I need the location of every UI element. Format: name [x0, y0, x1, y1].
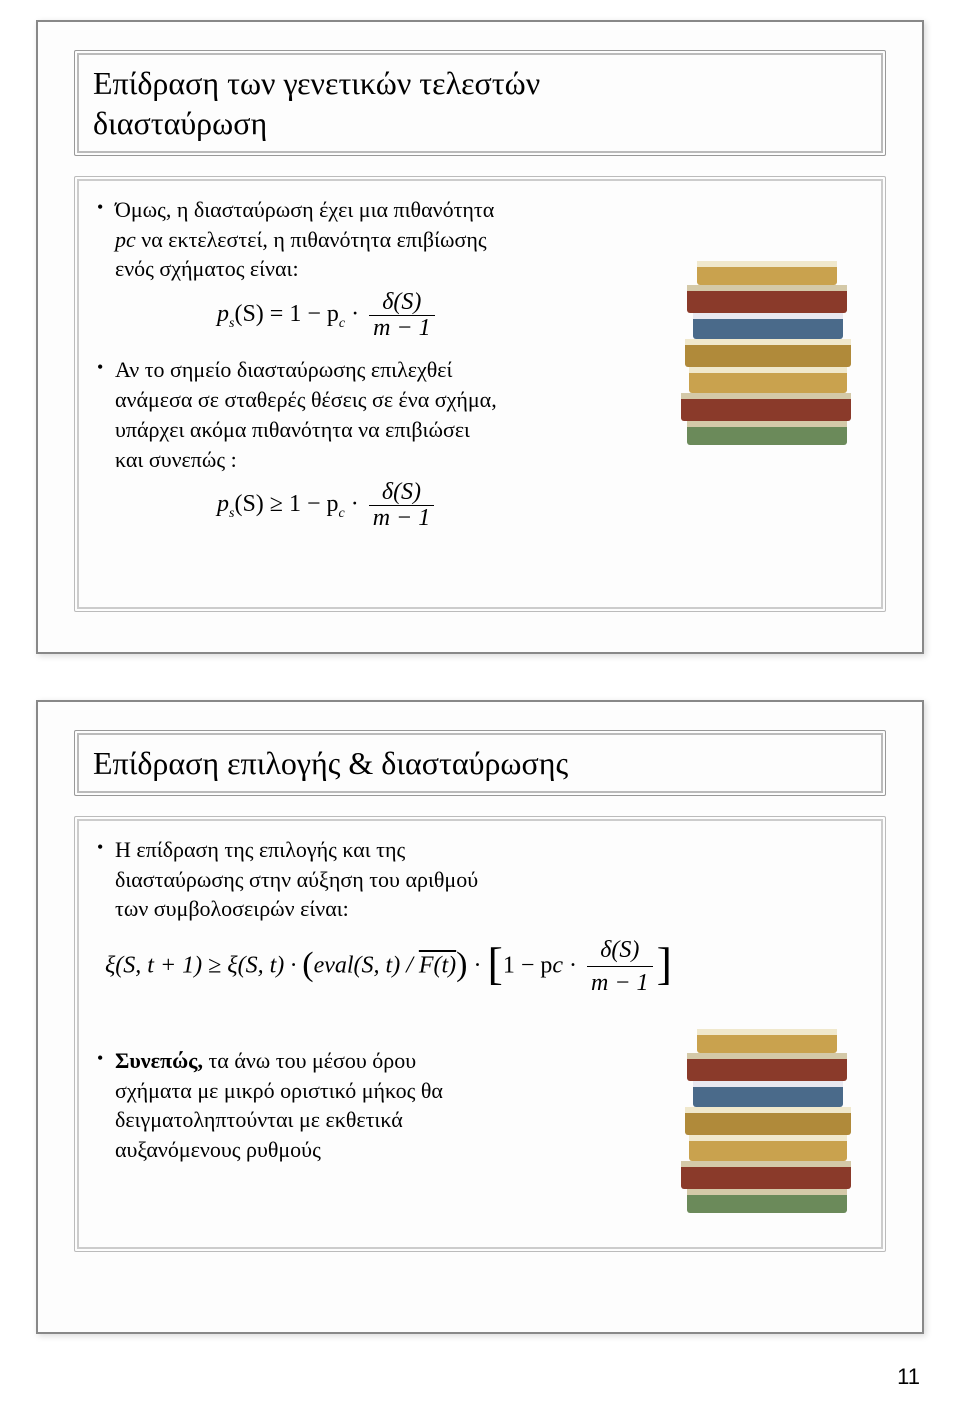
f3-fbar: F(t) — [419, 952, 456, 978]
page-number: 11 — [897, 1364, 920, 1390]
title-inner: Επίδραση επιλογής & διασταύρωσης — [77, 733, 883, 793]
f2-dot: · — [345, 491, 365, 517]
f3-xi: ξ(S, t + 1) ≥ ξ(S, t) · — [105, 952, 302, 978]
f1-dot: · — [345, 301, 365, 327]
f1-lhs: p — [217, 301, 229, 327]
bullet-1-line-c: ενός σχήματος είναι: — [115, 256, 299, 281]
bullet-2-line-a: Αν το σημείο διασταύρωσης επιλεχθεί — [115, 357, 452, 382]
bullet-2-line-c: υπάρχει ακόμα πιθανότητα να επιβιώσει — [115, 417, 470, 442]
bullet-dot: • — [97, 195, 115, 284]
f3-dot: · — [563, 952, 583, 978]
bullet-1-line-c: των συμβολοσειρών είναι: — [115, 896, 349, 921]
bullet-1: • Η επίδραση της επιλογής και της διαστα… — [97, 835, 863, 924]
pc-sub: c — [126, 227, 136, 252]
bullet-2-line-b: σχήματα με μικρό οριστικό μήκος θα — [115, 1078, 443, 1103]
bullet-1-line-b-rest: να εκτελεστεί, η πιθανότητα επιβίωσης — [136, 227, 487, 252]
f3-pc-sub: c — [552, 952, 563, 978]
slide-2: Επίδραση επιλογής & διασταύρωσης • Η επί… — [36, 700, 924, 1334]
bullet-dot: • — [97, 1046, 115, 1165]
title-line-2: διασταύρωση — [93, 105, 267, 141]
bullet-text: Συνεπώς, τα άνω του μέσου όρου σχήματα μ… — [115, 1046, 615, 1165]
title-inner: Επίδραση των γενετικών τελεστών διασταύρ… — [77, 53, 883, 153]
f3-one-minus: 1 − p — [503, 952, 553, 978]
title-box: Επίδραση των γενετικών τελεστών διασταύρ… — [74, 50, 886, 156]
content-inner: • Η επίδραση της επιλογής και της διαστα… — [77, 819, 883, 1249]
content-box: • Η επίδραση της επιλογής και της διαστα… — [74, 816, 886, 1252]
books-image — [657, 221, 867, 471]
bullet-2-line-c: δειγματοληπτούνται με εκθετικά — [115, 1107, 403, 1132]
title-box: Επίδραση επιλογής & διασταύρωσης — [74, 730, 886, 796]
bullet-dot: • — [97, 835, 115, 924]
f1-num: δ(S) — [369, 290, 435, 316]
f2-lhs: p — [217, 491, 229, 517]
f2-eq: (S) ≥ 1 − p — [234, 491, 338, 517]
books-image — [657, 1003, 867, 1233]
bullet-text: Αν το σημείο διασταύρωσης επιλεχθεί ανάμ… — [115, 355, 655, 474]
f3-num: δ(S) — [587, 934, 653, 967]
bullet-2-rest: τα άνω του μέσου όρου — [203, 1048, 416, 1073]
f1-eq: (S) = 1 − p — [234, 301, 338, 327]
f3-mid: · — [468, 952, 488, 978]
bullet-2-line-d: αυξανόμενους ρυθμούς — [115, 1137, 321, 1162]
title-line-1: Επίδραση των γενετικών τελεστών — [93, 65, 540, 101]
slide-title: Επίδραση των γενετικών τελεστών διασταύρ… — [93, 63, 867, 143]
bullet-1-line-b: διασταύρωσης στην αύξηση του αριθμού — [115, 867, 478, 892]
content-box: • Όμως, η διασταύρωση έχει μια πιθανότητ… — [74, 176, 886, 612]
f3-eval: eval(S, t) / — [314, 952, 419, 978]
f2-den: m − 1 — [369, 506, 435, 531]
slide-1: Επίδραση των γενετικών τελεστών διασταύρ… — [36, 20, 924, 654]
bullet-dot: • — [97, 355, 115, 474]
bullet-1-line-a: Όμως, η διασταύρωση έχει μια πιθανότητα — [115, 197, 494, 222]
bullet-2-line-b: ανάμεσα σε σταθερές θέσεις σε ένα σχήμα, — [115, 387, 497, 412]
bullet-2-line-d: και συνεπώς : — [115, 447, 237, 472]
f3-den: m − 1 — [587, 967, 653, 999]
bullet-text: Η επίδραση της επιλογής και της διασταύρ… — [115, 835, 675, 924]
formula-2: ps(S) ≥ 1 − pc · δ(S)m − 1 — [217, 480, 863, 531]
bullet-2-bold: Συνεπώς, — [115, 1048, 203, 1073]
f1-den: m − 1 — [369, 316, 435, 341]
slide-title: Επίδραση επιλογής & διασταύρωσης — [93, 743, 867, 783]
pc-p: p — [115, 227, 126, 252]
bullet-1-line-a: Η επίδραση της επιλογής και της — [115, 837, 405, 862]
content-inner: • Όμως, η διασταύρωση έχει μια πιθανότητ… — [77, 179, 883, 609]
f2-num: δ(S) — [369, 480, 435, 506]
formula-3: ξ(S, t + 1) ≥ ξ(S, t) · (eval(S, t) / F(… — [105, 934, 863, 1000]
